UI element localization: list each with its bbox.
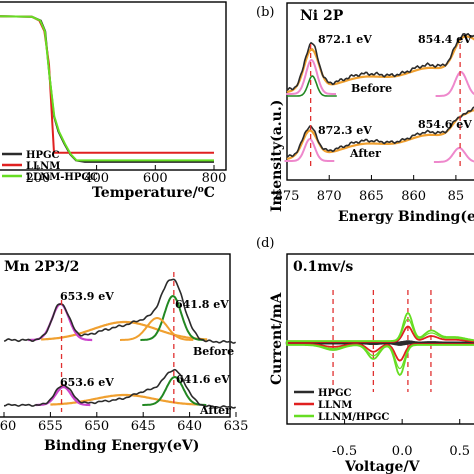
tga-tick-label: 200 xyxy=(25,171,50,186)
ni-before-comp1 xyxy=(286,58,336,95)
mn-after-spectrum xyxy=(3,368,237,409)
ni-tick-label: 875 xyxy=(275,189,300,204)
cv-loop-hpgc xyxy=(285,340,474,346)
tga-legend-label: HPGC xyxy=(26,150,60,161)
panel-d-title: 0.1mv/s xyxy=(293,259,353,275)
mn-tick-label: 60 xyxy=(0,419,16,434)
cv-tick-label: 0.5 xyxy=(449,444,470,459)
mn-tick-label: 645 xyxy=(131,419,156,434)
mn-tick-label: 640 xyxy=(177,419,202,434)
panel-d-label: (d) xyxy=(256,236,274,251)
ni-before-comp3 xyxy=(287,75,337,97)
tga-legend-label: LLNM-HPGC xyxy=(26,172,98,183)
ni-after-comp2 xyxy=(433,146,474,163)
panel-c-frame xyxy=(0,253,231,418)
mn-tick-label: 655 xyxy=(38,419,63,434)
tga-tick-label: 400 xyxy=(84,171,109,186)
mn-peak-before-2: 641.8 eV xyxy=(175,298,229,311)
mn-peak-after-1: 653.6 eV xyxy=(60,376,114,389)
ni-before-spectrum xyxy=(286,32,474,91)
panel-a-xticks: 200 400 600 800 xyxy=(25,165,226,186)
cv-legend-label: LLNM xyxy=(318,400,352,411)
panel-b-xlabel: Energy Binding(eV) xyxy=(338,209,474,225)
panel-b-title: Ni 2P xyxy=(300,8,344,24)
ni-peak-before-1: 872.1 eV xyxy=(318,33,372,46)
mn-before-comp2 xyxy=(140,294,205,341)
panel-a-xlabel: Temperature/oC xyxy=(92,185,215,201)
tga-tick-label: 800 xyxy=(202,171,227,186)
panel-b-ni2p: (b) Intensity(a.u.) Ni 2P 875 870 865 860 85… xyxy=(256,2,474,225)
panel-b-xticks: 875 870 865 860 85 xyxy=(275,175,465,204)
panel-d-xticks: -0.5 0.0 0.5 xyxy=(332,419,470,459)
cv-legend-label: HPGC xyxy=(318,388,352,399)
panel-c-xlabel: Binding Energy(eV) xyxy=(44,438,199,454)
mn-before-comp3 xyxy=(120,316,194,341)
ni-peak-after-1: 872.3 eV xyxy=(318,124,372,137)
panel-c-xticks: 60 655 650 645 640 635 xyxy=(0,412,248,434)
ni-after-label: After xyxy=(349,147,381,160)
tga-series-hpgc xyxy=(0,15,214,163)
ni-peak-after-2: 854.6 eV xyxy=(418,118,472,131)
ni-before-comp2 xyxy=(435,70,474,97)
mn-tick-label: 650 xyxy=(84,419,109,434)
mn-tick-label: 635 xyxy=(224,419,249,434)
panel-d-curves xyxy=(285,290,474,392)
cv-tick-label: 0.0 xyxy=(392,444,413,459)
panel-b-label: (b) xyxy=(256,5,274,20)
ni-after-comp1 xyxy=(284,137,335,162)
ni-tick-label: 85 xyxy=(448,189,465,204)
mn-peak-after-2: 641.6 eV xyxy=(176,373,230,386)
panel-b-ylabel: Intensity(a.u.) xyxy=(269,100,285,212)
ni-before-label: Before xyxy=(351,82,392,95)
mn-after-comp2 xyxy=(142,375,207,406)
tga-series-llnm xyxy=(0,15,214,154)
tga-series-llnm-hpgc xyxy=(0,15,214,162)
mn-after-label: After xyxy=(199,404,231,417)
tga-legend-label: LLNM xyxy=(26,161,60,172)
cv-tick-label: -0.5 xyxy=(332,444,357,459)
panel-c-mn2p: Mn 2P3/2 60 655 650 645 640 635 653.9 eV 641.… xyxy=(0,253,248,454)
ni-tick-label: 865 xyxy=(359,189,384,204)
ni-tick-label: 870 xyxy=(317,189,342,204)
panel-a-frame xyxy=(0,1,227,171)
ni-tick-label: 860 xyxy=(401,189,426,204)
panel-d-cv: (d) Current/mA 0.1mv/s -0.5 0.0 0.5 HPGCLL… xyxy=(256,236,474,474)
mn-before-envelope xyxy=(40,320,208,341)
panel-d-ylabel: Current/mA xyxy=(269,291,285,385)
mn-peak-before-1: 653.9 eV xyxy=(60,290,114,303)
ni-peak-before-2: 854.4 eV xyxy=(418,33,472,46)
mn-before-spectrum xyxy=(3,278,237,344)
tga-tick-label: 600 xyxy=(143,171,168,186)
cv-loop-llnm-hpgc-2 xyxy=(286,318,474,370)
panel-d-frame xyxy=(286,253,474,425)
panel-a-series xyxy=(0,15,214,163)
panel-d-xlabel: Voltage/V xyxy=(344,459,421,474)
panel-b-curves xyxy=(284,32,474,170)
mn-before-label: Before xyxy=(193,345,234,358)
cv-legend-label: LLNM/HPGC xyxy=(318,412,389,423)
panel-c-curves xyxy=(3,272,237,412)
panel-c-title: Mn 2P3/2 xyxy=(4,259,79,275)
ni-after-spectrum xyxy=(286,106,474,158)
